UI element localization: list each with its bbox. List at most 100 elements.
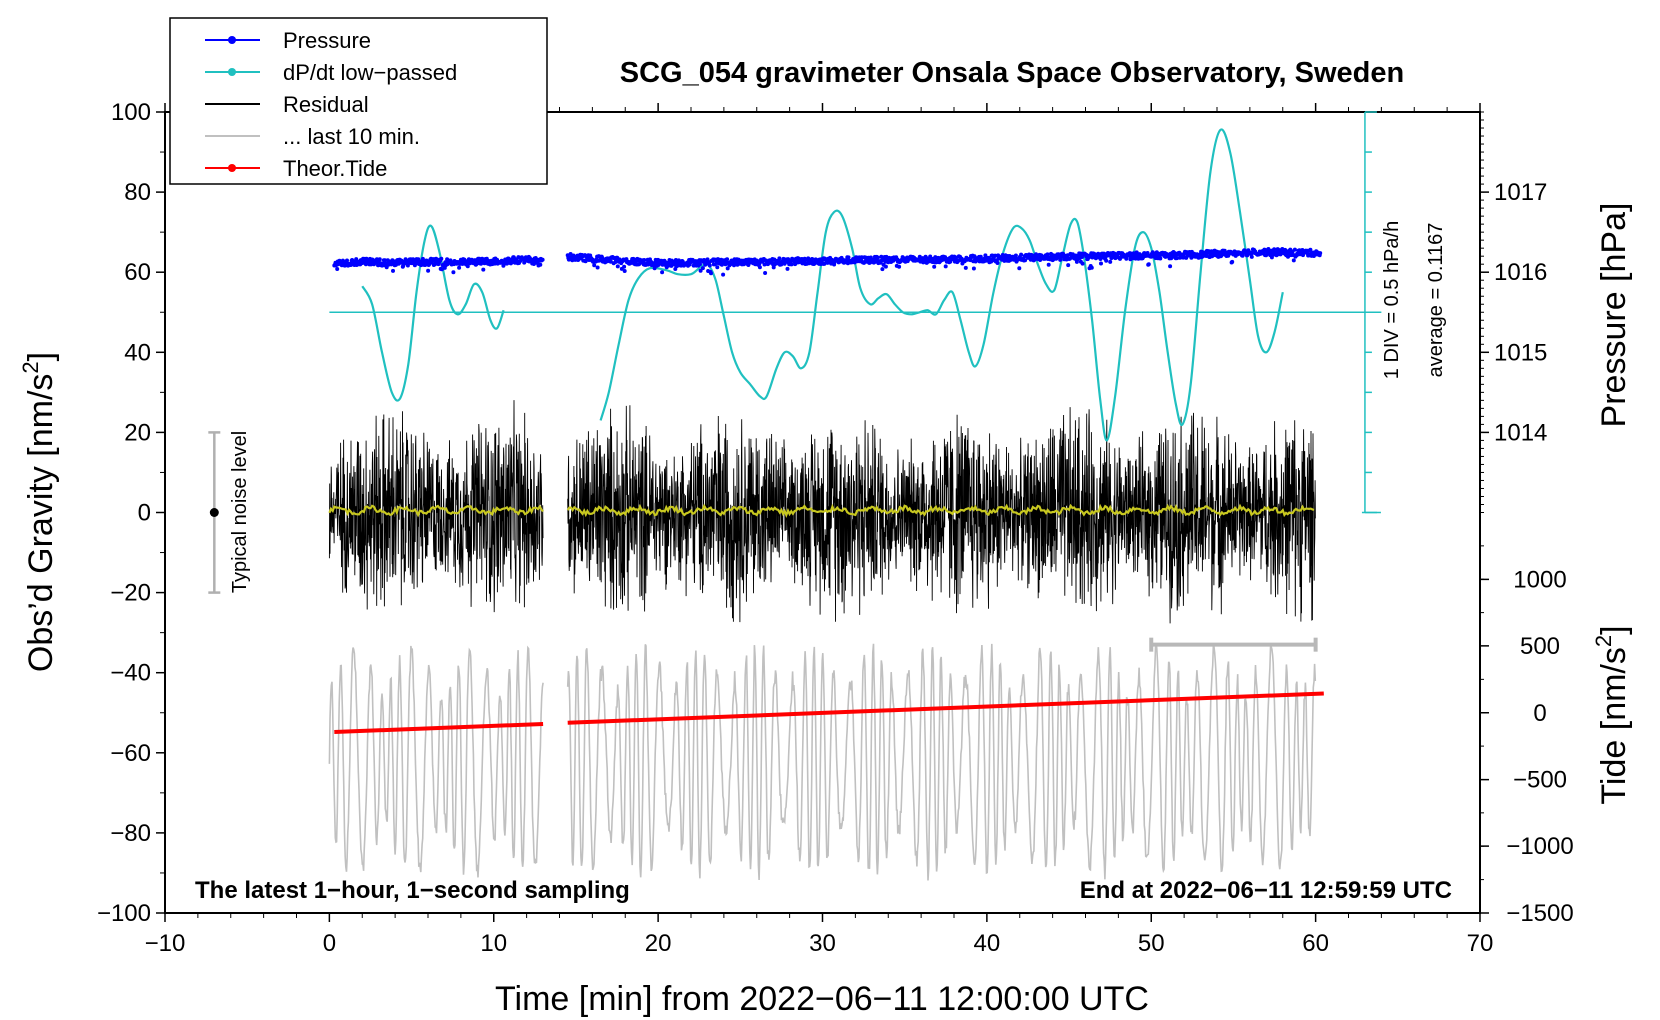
legend: Pressure dP/dt low−passed Residual ... last… [169,17,548,185]
dpdt-line [361,224,505,402]
residual-series [328,400,1316,624]
theor-tide-line [567,691,1324,725]
dpdt-series [361,128,1284,442]
residual-line [328,400,544,613]
x-tick-label: 50 [1138,930,1165,957]
y-axis-tide-title: Tide [nm/s2] [1591,625,1633,804]
pressure-dot [382,258,387,263]
last-10-min-line [566,642,1317,881]
pressure-dot [700,266,705,271]
pressure-dot [789,262,794,267]
y-axis-left-title: Obs’d Gravity [nm/s2] [18,352,60,672]
pressure-dot [698,262,702,267]
pressure-dot [1019,252,1024,257]
x-axis-title: Time [min] from 2022−06−11 12:00:00 UTC [495,980,1149,1018]
pressure-dot [1249,254,1254,259]
tide-tick-label: 500 [1520,633,1560,660]
x-axis: −10 0 10 20 30 40 50 60 70 [145,103,1493,957]
y-tick-label: −100 [97,900,151,927]
x-tick-label: 60 [1302,930,1329,957]
pressure-dot [660,270,665,275]
y-axis-tide-title-sup: 2 [1591,635,1616,647]
chart-title: SCG_054 gravimeter Onsala Space Observat… [620,57,1404,89]
x-tick-label: −10 [145,930,186,957]
pressure-dot [995,261,1000,265]
pressure-dot [1108,259,1113,264]
legend-label: ... last 10 min. [283,124,420,149]
legend-items: Pressure dP/dt low−passed Residual ... last… [205,28,457,181]
last-10-min-series [328,642,1317,881]
pressure-dot [481,267,486,272]
pressure-dot [777,256,782,261]
y-tick-label: 0 [138,500,151,527]
pressure-dot [709,271,713,276]
pressure-dot [932,264,937,269]
annotation-bottom-right: End at 2022−06−11 12:59:59 UTC [1080,877,1452,904]
pressure-dot [642,258,647,262]
pressure-dot [465,264,470,269]
pressure-dot [971,266,976,271]
dpdt-reference [329,111,1382,514]
y-axis-tide: 1000 500 0 −500 −1000 −1500 [1480,545,1574,927]
pressure-dot [615,264,620,269]
y-tick-label: −80 [110,820,151,847]
legend-label: Residual [283,92,369,117]
pressure-dot [1292,247,1297,252]
pressure-dot [810,257,815,261]
last-10-min-bar [1149,637,1318,652]
y-tick-label: 20 [124,419,151,446]
x-tick-label: 0 [323,930,336,957]
pressure-dot [771,265,776,270]
pressure-dot [1146,262,1151,267]
pressure-dot [757,265,762,270]
y-axis-left-title-sup: 2 [18,361,43,373]
pressure-dot [1175,256,1179,261]
y-tick-label: 60 [124,259,151,286]
x-tick-label: 10 [480,930,507,957]
pressure-dot [391,268,395,273]
pressure-dot [1118,256,1122,261]
noise-label: Typical noise level [229,431,251,593]
pressure-dot [457,265,462,270]
pressure-dot [725,266,730,271]
pressure-dot [377,257,382,262]
pressure-dot [943,255,948,260]
pressure-dot [725,257,730,262]
x-tick-label: 40 [974,930,1001,957]
pressure-dot [538,262,543,267]
dpdt-average-label: average = 0.1167 [1425,223,1447,378]
pressure-dot [707,263,712,268]
pressure-dot [659,258,664,263]
pressure-dot [1168,264,1173,269]
y-axis-tide-title-text: Tide [nm/s [1595,647,1633,804]
typical-noise-bar [208,431,221,594]
residual-mean-line [328,504,544,518]
pressure-dot [897,264,902,269]
tide-tick-label: −1000 [1506,833,1573,860]
pressure-dot [880,267,885,272]
residual-line [567,405,1316,624]
y-axis-pressure-title: Pressure [hPa] [1595,203,1633,428]
pressure-dot [451,270,456,275]
legend-label: Pressure [283,28,371,53]
last-10-min-line [328,645,544,878]
pressure-dot [1046,262,1051,267]
pressure-dot [785,266,790,271]
x-tick-label: 30 [809,930,836,957]
tide-tick-label: −1500 [1506,900,1573,927]
pressure-dot [1038,258,1043,262]
pressure-dot [345,258,349,263]
theor-tide-series [334,691,1324,734]
pressure-dot [1058,257,1063,262]
annotation-bottom-left: The latest 1−hour, 1−second sampling [195,877,630,904]
pressure-dot [426,268,431,273]
pressure-dot [1089,265,1094,270]
pressure-dot [1308,247,1313,252]
y-tick-label: 40 [124,339,151,366]
y-tick-label: 80 [124,179,151,206]
pressure-dot [439,256,444,261]
legend-label: Theor.Tide [283,156,387,181]
legend-label: dP/dt low−passed [283,60,457,85]
pressure-tick-label: 1017 [1494,179,1547,206]
y-axis-tide-title-close: ] [1595,625,1633,634]
